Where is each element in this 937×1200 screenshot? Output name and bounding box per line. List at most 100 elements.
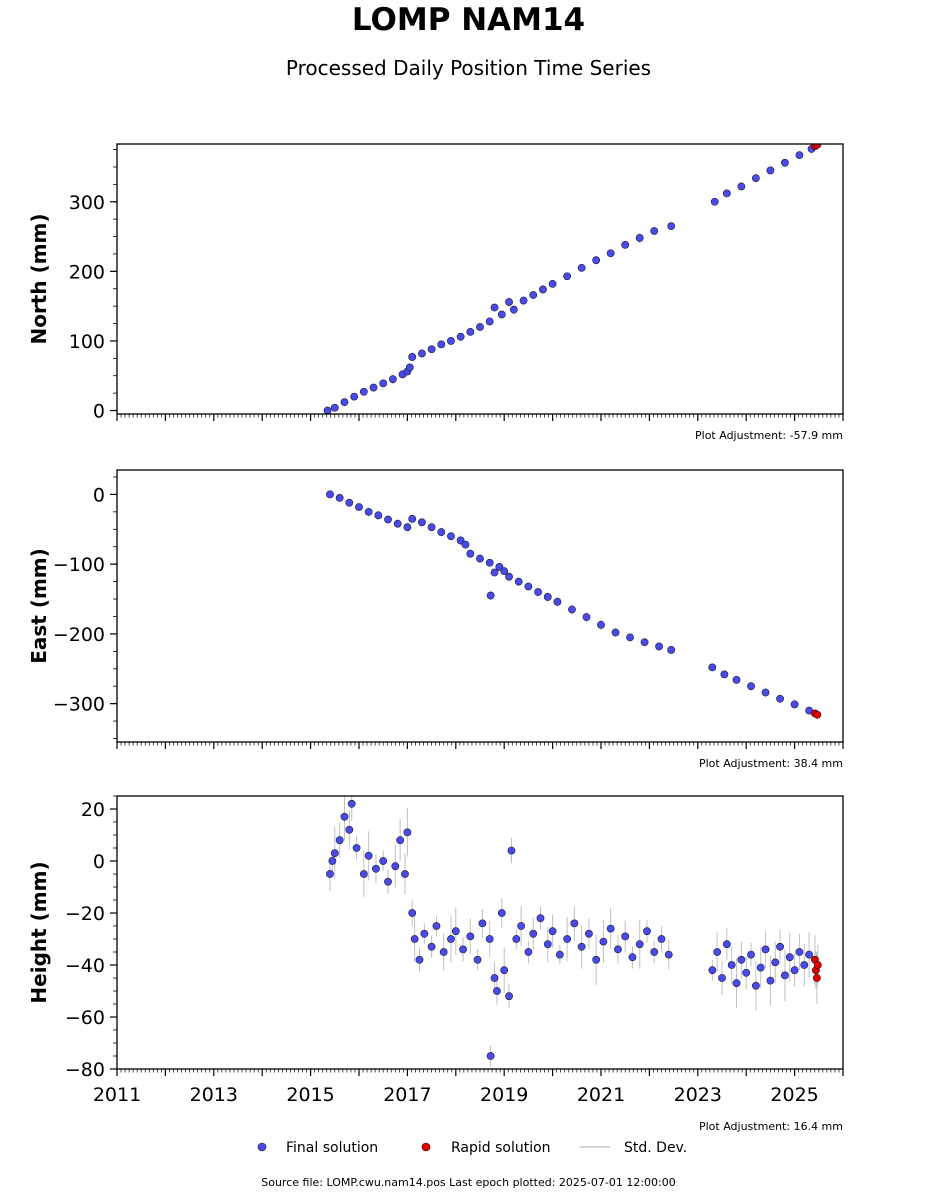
final-solution-point bbox=[795, 151, 804, 160]
final-solution-point bbox=[766, 166, 775, 175]
plot-adjustment-north: Plot Adjustment: -57.9 mm bbox=[695, 429, 843, 442]
final-solution-point bbox=[776, 694, 784, 703]
rapid-solution-point bbox=[813, 710, 822, 719]
final-solution-point bbox=[432, 922, 441, 930]
final-solution-point bbox=[606, 924, 615, 933]
plot-area-north bbox=[323, 144, 822, 414]
final-solution-point bbox=[708, 663, 717, 672]
legend-final-marker bbox=[257, 1142, 267, 1152]
final-solution-point bbox=[415, 955, 424, 964]
final-solution-point bbox=[335, 493, 344, 502]
final-solution-point bbox=[408, 514, 417, 523]
final-solution-point bbox=[548, 927, 557, 936]
final-solution-point bbox=[490, 303, 499, 312]
final-solution-point bbox=[657, 935, 666, 943]
rapid-solution-point bbox=[813, 144, 822, 149]
final-solution-point bbox=[509, 305, 518, 314]
final-solution-point bbox=[505, 992, 513, 1001]
final-solution-point bbox=[582, 613, 591, 622]
plot-area-height bbox=[326, 796, 822, 1067]
final-solution-point bbox=[737, 182, 746, 191]
final-solution-point bbox=[459, 945, 467, 954]
y-tick-label: −100 bbox=[53, 554, 105, 576]
final-solution-point bbox=[611, 628, 620, 637]
final-solution-point bbox=[710, 197, 719, 206]
final-solution-point bbox=[388, 375, 397, 384]
final-solution-point bbox=[563, 272, 572, 281]
final-solution-point bbox=[486, 591, 495, 600]
final-solution-point bbox=[330, 849, 339, 858]
final-solution-point bbox=[437, 528, 446, 536]
final-solution-point bbox=[751, 174, 760, 182]
final-solution-point bbox=[548, 279, 557, 288]
final-solution-point bbox=[393, 519, 402, 528]
final-solution-point bbox=[447, 532, 455, 541]
final-solution-point bbox=[326, 870, 334, 878]
final-solution-point bbox=[420, 929, 429, 938]
final-solution-point bbox=[524, 582, 533, 591]
final-solution-point bbox=[524, 948, 533, 956]
final-solution-point bbox=[720, 670, 729, 679]
final-solution-point bbox=[664, 950, 673, 959]
final-solution-point bbox=[539, 285, 547, 294]
final-solution-point bbox=[391, 862, 400, 871]
legend-stddev-label: Std. Dev. bbox=[624, 1140, 687, 1156]
final-solution-point bbox=[374, 511, 383, 520]
final-solution-point bbox=[718, 974, 726, 982]
final-solution-point bbox=[478, 919, 487, 928]
y-tick-label: 0 bbox=[93, 851, 105, 873]
final-solution-point bbox=[384, 877, 392, 886]
final-solution-point bbox=[747, 950, 755, 959]
final-solution-point bbox=[439, 948, 448, 956]
rapid-solution-point bbox=[812, 974, 821, 982]
rapid-solution-point bbox=[813, 961, 822, 969]
final-solution-point bbox=[640, 638, 649, 647]
final-solution-point bbox=[352, 844, 361, 852]
y-tick-label: 0 bbox=[93, 401, 105, 423]
final-solution-point bbox=[340, 812, 349, 821]
final-solution-point bbox=[785, 953, 794, 962]
final-solution-point bbox=[727, 961, 736, 969]
final-solution-point bbox=[364, 507, 373, 516]
final-solution-point bbox=[418, 349, 426, 358]
y-axis-title-east: East (mm) bbox=[27, 548, 51, 664]
final-solution-point bbox=[766, 976, 775, 985]
axes-frame-east bbox=[116, 469, 844, 743]
final-solution-point bbox=[427, 942, 436, 951]
final-solution-point bbox=[732, 979, 741, 988]
final-solution-point bbox=[497, 310, 506, 319]
axes-frame-height bbox=[116, 795, 844, 1070]
final-solution-point bbox=[585, 929, 593, 938]
final-solution-point bbox=[323, 406, 332, 414]
final-solution-point bbox=[756, 963, 765, 972]
plot-area-east bbox=[326, 490, 822, 719]
final-solution-point bbox=[505, 298, 513, 306]
final-solution-point bbox=[519, 296, 528, 305]
final-solution-point bbox=[330, 403, 339, 412]
final-solution-point bbox=[592, 955, 601, 964]
panel-height: 20 0 −20 −40 −60 −80 2011 2013 2015 2017 2019 2021 2… bbox=[27, 795, 844, 1133]
final-solution-point bbox=[536, 914, 545, 923]
final-solution-point bbox=[628, 953, 637, 962]
panel-north: 0 100 200 300 North (mm) Plot Adjustment: -57… bbox=[27, 143, 844, 442]
final-solution-point bbox=[372, 864, 380, 873]
final-solution-point bbox=[490, 568, 499, 577]
x-tick-label: 2019 bbox=[480, 1084, 528, 1106]
final-solution-point bbox=[742, 968, 751, 977]
final-solution-point bbox=[514, 577, 523, 586]
final-solution-point bbox=[553, 597, 562, 606]
final-solution-point bbox=[328, 857, 337, 865]
final-solution-point bbox=[592, 256, 601, 265]
final-solution-point bbox=[359, 387, 368, 396]
y-tick-label: 100 bbox=[69, 331, 105, 353]
final-solution-point bbox=[350, 392, 359, 401]
plot-adjustment-east: Plot Adjustment: 38.4 mm bbox=[699, 757, 843, 770]
final-solution-point bbox=[485, 935, 494, 943]
final-solution-point bbox=[384, 515, 392, 524]
final-solution-point bbox=[447, 337, 455, 345]
final-solution-point bbox=[473, 955, 482, 964]
panel-east: 0 −100 −200 −300 East (mm) Plot Adjustment: 3… bbox=[27, 469, 844, 770]
y-axis-title-height: Height (mm) bbox=[27, 861, 51, 1003]
